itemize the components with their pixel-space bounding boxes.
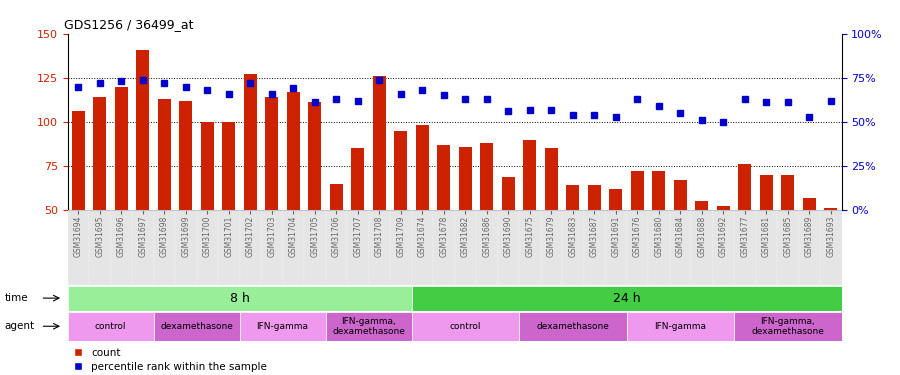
Bar — [411, 210, 433, 285]
Bar — [544, 148, 558, 210]
Bar — [523, 140, 536, 210]
Bar — [239, 210, 261, 285]
Bar — [261, 210, 283, 285]
Bar — [803, 198, 815, 210]
Bar — [626, 210, 648, 285]
Bar — [481, 143, 493, 210]
Bar — [72, 111, 85, 210]
Bar — [179, 101, 193, 210]
Bar — [304, 210, 326, 285]
Text: control: control — [449, 322, 481, 331]
Bar — [824, 208, 837, 210]
Bar — [89, 210, 111, 285]
Bar — [158, 99, 171, 210]
Text: dexamethasone: dexamethasone — [160, 322, 233, 331]
Bar — [433, 210, 454, 285]
Bar — [368, 210, 390, 285]
Text: 8 h: 8 h — [230, 292, 249, 304]
Bar — [713, 210, 734, 285]
Bar — [309, 102, 321, 210]
Bar — [283, 210, 304, 285]
Bar — [674, 180, 687, 210]
Bar — [390, 210, 411, 285]
Text: IFN-gamma,
dexamethasone: IFN-gamma, dexamethasone — [332, 317, 405, 336]
Text: 24 h: 24 h — [613, 292, 640, 304]
Bar — [326, 210, 347, 285]
Bar — [583, 210, 605, 285]
Bar — [394, 131, 407, 210]
Bar — [562, 210, 583, 285]
Text: control: control — [94, 322, 126, 331]
Bar — [541, 210, 562, 285]
Bar — [696, 201, 708, 210]
Text: IFN-gamma: IFN-gamma — [256, 322, 309, 331]
Bar — [266, 97, 278, 210]
Bar — [631, 171, 644, 210]
Bar — [755, 210, 777, 285]
Bar — [820, 210, 842, 285]
Bar — [626, 312, 734, 340]
Bar — [94, 97, 106, 210]
Bar — [437, 145, 450, 210]
Bar — [588, 185, 600, 210]
Bar — [459, 147, 472, 210]
Bar — [609, 189, 622, 210]
Bar — [777, 210, 798, 285]
Bar — [416, 125, 428, 210]
Bar — [154, 210, 175, 285]
Bar — [781, 175, 794, 210]
Bar — [734, 312, 842, 340]
Bar — [411, 285, 842, 311]
Bar — [347, 210, 368, 285]
Bar — [502, 177, 515, 210]
Bar — [326, 312, 411, 340]
Bar — [652, 171, 665, 210]
Bar — [68, 285, 411, 311]
Bar — [115, 87, 128, 210]
Bar — [111, 210, 132, 285]
Bar — [175, 210, 196, 285]
Bar — [373, 76, 386, 210]
Text: time: time — [4, 293, 28, 303]
Bar — [68, 210, 89, 285]
Bar — [239, 312, 326, 340]
Text: IFN-gamma,
dexamethasone: IFN-gamma, dexamethasone — [752, 317, 824, 336]
Bar — [605, 210, 626, 285]
Legend: count, percentile rank within the sample: count, percentile rank within the sample — [73, 348, 267, 372]
Bar — [411, 312, 519, 340]
Bar — [454, 210, 476, 285]
Bar — [154, 312, 239, 340]
Bar — [691, 210, 713, 285]
Bar — [68, 312, 154, 340]
Bar — [136, 50, 149, 210]
Bar — [760, 175, 773, 210]
Bar — [329, 184, 343, 210]
Bar — [201, 122, 213, 210]
Bar — [734, 210, 755, 285]
Bar — [222, 122, 235, 210]
Text: dexamethasone: dexamethasone — [536, 322, 609, 331]
Bar — [670, 210, 691, 285]
Bar — [244, 74, 256, 210]
Text: GDS1256 / 36499_at: GDS1256 / 36499_at — [64, 18, 194, 31]
Bar — [132, 210, 154, 285]
Bar — [476, 210, 498, 285]
Bar — [738, 164, 752, 210]
Bar — [798, 210, 820, 285]
Bar — [566, 185, 580, 210]
Bar — [218, 210, 239, 285]
Bar — [196, 210, 218, 285]
Bar — [351, 148, 364, 210]
Bar — [519, 312, 626, 340]
Text: IFN-gamma: IFN-gamma — [654, 322, 706, 331]
Bar — [716, 207, 730, 210]
Text: agent: agent — [4, 321, 34, 331]
Bar — [519, 210, 541, 285]
Bar — [287, 92, 300, 210]
Bar — [648, 210, 670, 285]
Bar — [498, 210, 519, 285]
